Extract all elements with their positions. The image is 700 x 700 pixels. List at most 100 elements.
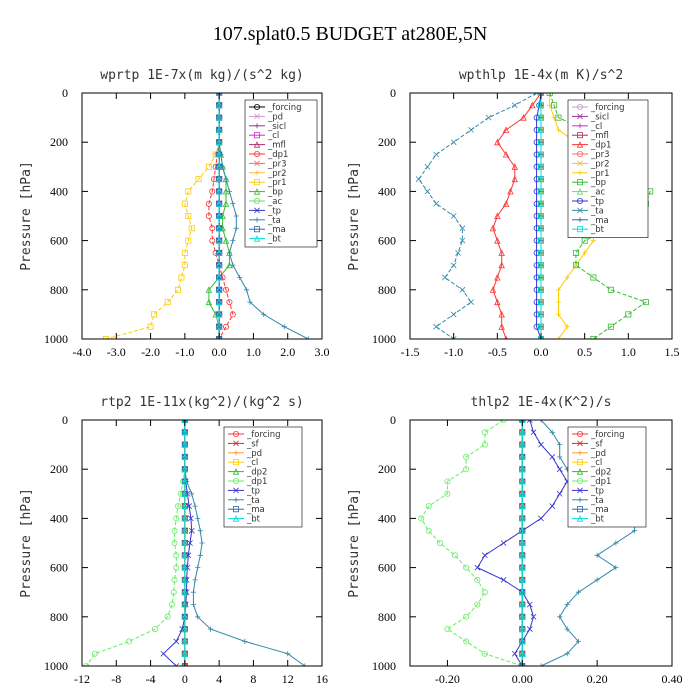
x-tick-label: 16 — [316, 672, 328, 686]
data-point — [147, 323, 154, 330]
data-point — [190, 601, 197, 608]
data-point — [564, 651, 570, 657]
data-point — [233, 225, 239, 231]
legend-marker — [254, 123, 260, 129]
data-point — [549, 429, 555, 435]
data-point — [219, 224, 226, 232]
data-point — [261, 311, 267, 317]
panel-title: thlp2 1E-4x(K^2)/s — [471, 395, 612, 410]
data-point — [551, 102, 558, 109]
data-point — [519, 514, 526, 522]
data-point — [226, 299, 233, 306]
data-point — [188, 527, 195, 534]
data-point — [195, 515, 201, 521]
data-point — [188, 225, 195, 232]
legend-marker — [576, 141, 584, 148]
y-tick-label: 800 — [378, 283, 396, 297]
x-tick-label: -4.0 — [73, 345, 92, 359]
legend-entry: _forcing — [267, 103, 302, 113]
data-point — [564, 601, 570, 608]
data-point — [168, 601, 175, 608]
data-point — [174, 286, 181, 293]
y-tick-label: 200 — [50, 135, 68, 149]
legend-marker — [253, 179, 260, 186]
data-point — [83, 663, 90, 666]
data-point — [181, 601, 189, 608]
data-point — [463, 564, 470, 571]
data-point — [555, 336, 562, 339]
legend-marker — [253, 188, 261, 195]
legend-entry: _mfl — [590, 131, 609, 141]
legend-marker — [577, 207, 583, 214]
data-point — [519, 539, 526, 546]
legend-entry: _bt — [590, 225, 605, 235]
data-point — [450, 262, 457, 269]
data-point — [181, 576, 189, 583]
y-axis-label: Pressure [hPa] — [19, 161, 34, 271]
data-point — [494, 138, 501, 146]
legend-entry: _forcing — [590, 103, 625, 113]
legend-entry: _pr3 — [590, 150, 610, 160]
legend-entry: _forcing — [590, 430, 625, 440]
legend-marker — [253, 226, 260, 233]
data-point — [538, 286, 545, 293]
data-point — [502, 126, 510, 133]
data-point — [538, 102, 545, 109]
data-point — [555, 299, 562, 305]
legend-entry: _pr3 — [267, 159, 287, 169]
data-point — [230, 201, 236, 207]
x-tick-label: 0.40 — [662, 672, 683, 686]
data-point — [519, 551, 526, 559]
data-point — [519, 663, 526, 666]
legend-entry: _dp1 — [246, 477, 267, 487]
data-point — [572, 262, 579, 269]
data-point — [187, 515, 194, 522]
x-tick-label: 1.5 — [665, 345, 680, 359]
data-point — [511, 175, 519, 183]
data-point — [520, 114, 527, 121]
legend-entry: _bp — [267, 188, 283, 198]
x-tick-label: 8 — [250, 672, 256, 686]
data-point — [607, 323, 614, 330]
data-point — [519, 637, 526, 645]
legend-entry: _pr1 — [590, 169, 610, 179]
data-point — [474, 576, 481, 583]
data-point — [459, 237, 466, 244]
data-point — [171, 576, 178, 583]
legend-marker — [576, 188, 584, 195]
legend-entry: _bt — [590, 515, 605, 525]
data-point — [507, 187, 514, 195]
data-point — [425, 503, 432, 510]
data-point — [181, 539, 189, 546]
data-point — [538, 420, 544, 423]
legend-marker — [577, 430, 584, 437]
data-point — [195, 176, 202, 183]
data-point — [538, 441, 544, 448]
data-point — [181, 527, 189, 534]
data-point — [164, 299, 171, 306]
data-point — [285, 651, 291, 657]
legend-marker — [577, 450, 583, 456]
x-tick-label: -0.5 — [488, 345, 507, 359]
data-point — [215, 151, 223, 158]
data-point — [171, 527, 178, 534]
legend-marker — [253, 197, 260, 204]
data-point — [222, 200, 230, 207]
x-tick-label: 0.5 — [577, 345, 592, 359]
legend-entry: _dp1 — [267, 150, 288, 160]
x-tick-label: -1.5 — [401, 345, 420, 359]
data-point — [564, 274, 570, 281]
data-point — [237, 274, 243, 281]
data-point — [226, 250, 233, 256]
data-point — [444, 626, 451, 633]
data-point — [302, 663, 308, 666]
data-point — [171, 540, 178, 547]
x-tick-label: 2.0 — [280, 345, 295, 359]
y-tick-label: 800 — [50, 610, 68, 624]
y-axis-label: Pressure [hPa] — [347, 161, 362, 271]
data-point — [226, 188, 233, 194]
data-point — [526, 601, 533, 608]
data-point — [187, 540, 193, 546]
data-point — [160, 650, 167, 657]
data-point — [455, 250, 461, 256]
